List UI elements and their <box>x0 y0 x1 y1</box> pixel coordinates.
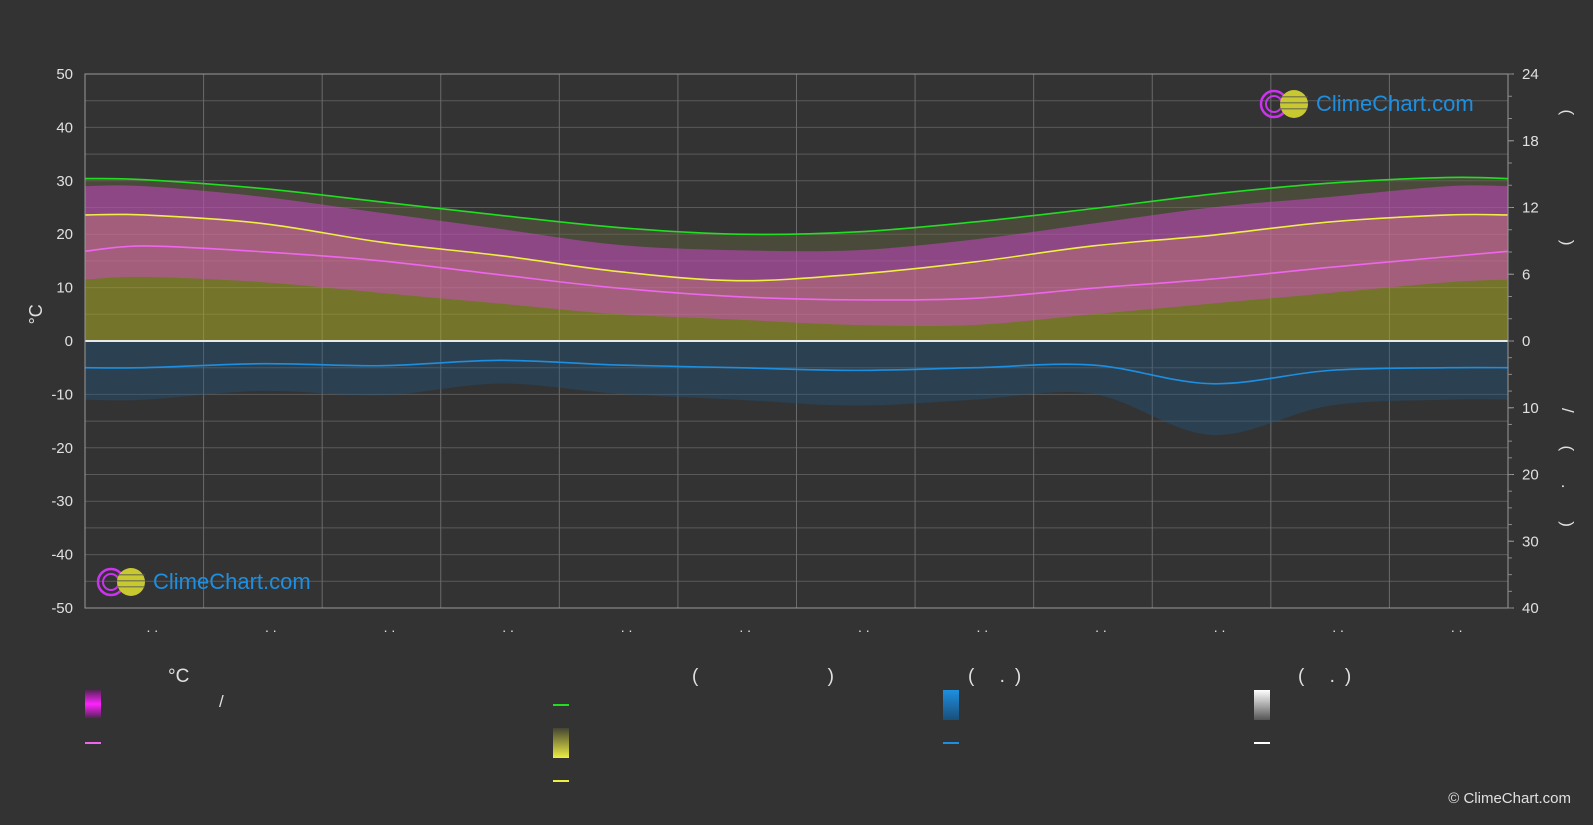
y-right-bottom-tick-label: 30 <box>1522 533 1539 550</box>
x-tick-label: . . <box>1332 619 1344 635</box>
x-tick-label: . . <box>1095 619 1107 635</box>
brand-logo-top: ClimeChart.com <box>1258 88 1474 120</box>
y-left-tick-label: -30 <box>51 493 73 510</box>
x-tick-label: . . <box>384 619 396 635</box>
legend-daylight-line <box>553 704 569 706</box>
legend-header-rain: ( .) <box>968 666 1032 687</box>
y-right-bottom-axis-label: / ( . ) <box>1558 408 1577 541</box>
precipitation-band <box>85 341 1508 436</box>
y-right-top-tick-label: 12 <box>1522 200 1539 217</box>
x-tick-label: . . <box>621 619 633 635</box>
legend-rain-line <box>943 742 959 744</box>
y-right-top-tick-label: 0 <box>1522 333 1530 350</box>
y-left-tick-label: -10 <box>51 386 73 403</box>
y-right-top-axis-label: ( ) <box>1558 109 1577 305</box>
brand-logo-bottom: ClimeChart.com <box>95 566 311 598</box>
legend-header-sun: ( ) <box>692 666 896 687</box>
x-tick-label: . . <box>858 619 870 635</box>
brand-name: ClimeChart.com <box>1316 91 1474 116</box>
y-right-bottom-tick-label: 40 <box>1522 600 1539 617</box>
daylight-band <box>85 177 1508 281</box>
x-tick-label: . . <box>1451 619 1463 635</box>
y-right-top-tick-label: 24 <box>1522 66 1539 83</box>
x-tick-label: . . <box>502 619 514 635</box>
y-left-tick-label: 20 <box>56 226 73 243</box>
y-right-bottom-tick-label: 10 <box>1522 400 1539 417</box>
x-tick-label: . . <box>1214 619 1226 635</box>
axes: 50 40 30 20 10 0 -10 -20 -30 -40 -50 °C 24 18 12 6 0 10 20… <box>26 66 1577 635</box>
x-tick-label: . . <box>265 619 277 635</box>
mean-temperature-line <box>84 245 1509 301</box>
data-lines <box>84 176 1509 385</box>
y-left-tick-label: 10 <box>56 280 73 297</box>
y-left-tick-label: -20 <box>51 440 73 457</box>
x-tick-label: . . <box>739 619 751 635</box>
daylight-line <box>84 176 1509 236</box>
y-left-tick-label: 50 <box>56 66 73 83</box>
sunshine-line <box>84 213 1509 282</box>
y-left-axis-label: °C <box>26 304 46 324</box>
legend-header-temperature: °C <box>168 666 190 687</box>
legend-temp-range-separator: / <box>219 692 224 711</box>
data-bands <box>85 177 1508 436</box>
legend-snow-swatch <box>1254 690 1270 720</box>
legend-snow-line <box>1254 742 1270 744</box>
copyright: © ClimeChart.com <box>1448 790 1571 807</box>
precipitation-line <box>84 359 1509 385</box>
y-left-tick-label: -50 <box>51 600 73 617</box>
y-right-top-tick-label: 6 <box>1522 266 1530 283</box>
legend-sunshine-line <box>553 780 569 782</box>
y-left-tick-label: -40 <box>51 547 73 564</box>
brand-name: ClimeChart.com <box>153 569 311 594</box>
x-tick-label: . . <box>977 619 989 635</box>
legend-mean-temp-line <box>85 742 101 744</box>
sunshine-band <box>85 214 1508 341</box>
y-left-tick-label: 0 <box>65 333 73 350</box>
legend-sunshine-swatch <box>553 728 569 758</box>
legend-rain-swatch <box>943 690 959 720</box>
legend-temp-range-swatch <box>85 690 101 718</box>
legend-header-snow: ( .) <box>1298 666 1362 687</box>
climechart-logo-icon <box>1259 89 1308 119</box>
legend: °C ( ) ( .) ( .) / <box>0 660 1593 800</box>
climechart-logo-icon <box>96 567 145 597</box>
y-right-top-tick-label: 18 <box>1522 133 1539 150</box>
y-left-tick-label: 40 <box>56 119 73 136</box>
x-tick-label: . . <box>146 619 158 635</box>
temperature-range-band <box>85 185 1508 327</box>
y-right-bottom-tick-label: 20 <box>1522 467 1539 484</box>
y-left-tick-label: 30 <box>56 173 73 190</box>
